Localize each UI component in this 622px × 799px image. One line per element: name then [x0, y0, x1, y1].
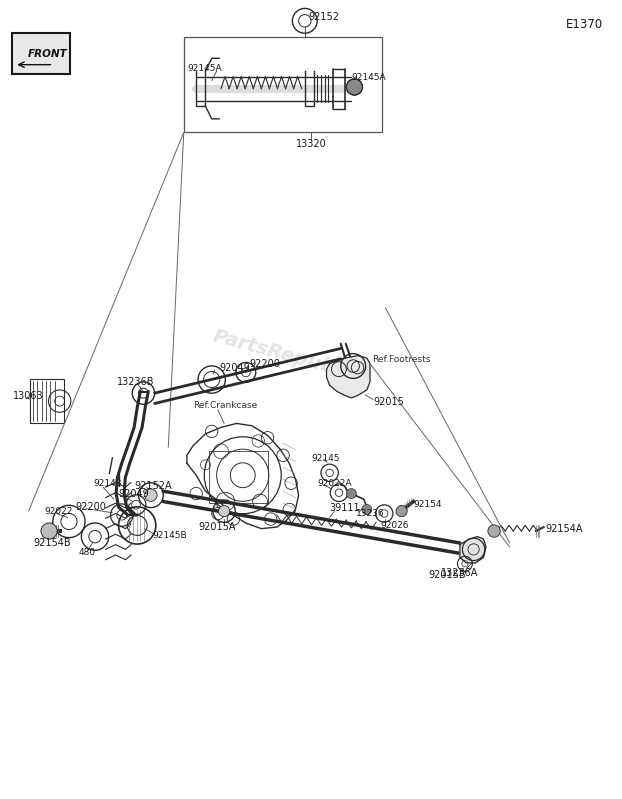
Text: 92015A: 92015A [198, 522, 235, 532]
Text: PartsRepublik: PartsRepublik [210, 327, 362, 384]
Text: 92152: 92152 [308, 12, 339, 22]
Text: E1370: E1370 [565, 18, 603, 31]
Circle shape [145, 489, 157, 501]
Polygon shape [327, 356, 370, 398]
Circle shape [346, 79, 363, 95]
Text: 92154: 92154 [414, 500, 442, 509]
Text: 92145: 92145 [311, 454, 340, 463]
Text: 92152A: 92152A [134, 481, 172, 491]
Circle shape [488, 525, 500, 537]
Text: 13063: 13063 [13, 391, 44, 400]
Text: Ref.Crankcase: Ref.Crankcase [193, 401, 258, 411]
Text: 92015: 92015 [373, 397, 404, 407]
Circle shape [346, 489, 356, 499]
Text: 92049: 92049 [220, 363, 251, 372]
Text: 92145A: 92145A [351, 73, 386, 82]
Text: 92154A: 92154A [545, 523, 583, 534]
Text: 92154B: 92154B [33, 538, 70, 548]
FancyBboxPatch shape [12, 34, 70, 74]
Text: 92143: 92143 [94, 479, 123, 487]
Text: 480: 480 [78, 548, 95, 557]
Text: 92022: 92022 [44, 507, 73, 515]
Text: 92145B: 92145B [153, 531, 187, 539]
Circle shape [218, 506, 230, 517]
Text: 92200: 92200 [75, 502, 106, 512]
Text: 13236: 13236 [356, 509, 384, 518]
Text: 92200: 92200 [249, 359, 280, 368]
Text: 13236A: 13236A [442, 568, 479, 578]
Text: 13320: 13320 [295, 139, 327, 149]
Bar [30, 379, 64, 423]
Text: 39111: 39111 [330, 503, 360, 513]
Text: 92015B: 92015B [429, 570, 466, 580]
Text: Ref.Footrests: Ref.Footrests [372, 355, 430, 364]
Text: 92145A: 92145A [187, 64, 221, 74]
Text: 13236B: 13236B [118, 377, 155, 387]
Bar [183, 37, 383, 133]
Text: 92026: 92026 [381, 521, 409, 530]
Circle shape [396, 506, 407, 517]
Circle shape [41, 523, 57, 539]
Circle shape [362, 504, 372, 515]
Text: 92022A: 92022A [317, 479, 351, 487]
Bar [208, 451, 267, 503]
Text: 92049: 92049 [119, 488, 149, 499]
Text: FRONT: FRONT [27, 49, 67, 58]
Polygon shape [460, 537, 486, 563]
